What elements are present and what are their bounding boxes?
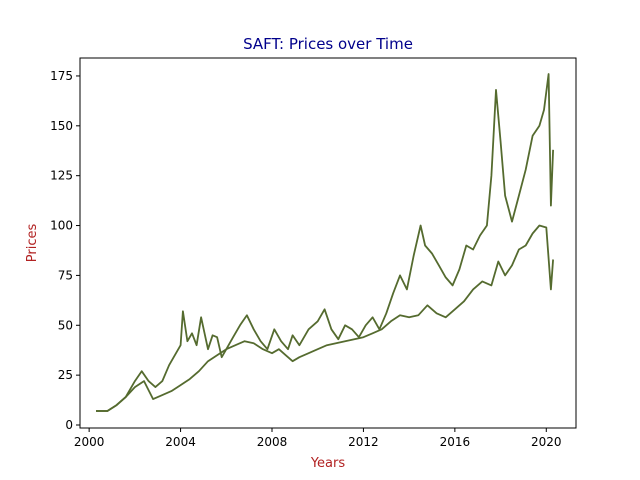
x-axis-label: Years [310, 456, 346, 471]
series-line-2 [96, 224, 554, 412]
y-tick-label: 50 [58, 318, 73, 332]
ticks-layer: 2000 2004 2008 2012 2016 2020 0 25 50 75 100 125 150… [50, 69, 561, 449]
x-tick-label: 2016 [440, 435, 471, 449]
series-layer [96, 73, 554, 412]
y-tick-label: 175 [50, 69, 73, 83]
x-tick-label: 2020 [531, 435, 562, 449]
x-tick-label: 2012 [348, 435, 379, 449]
y-tick-label: 25 [58, 368, 73, 382]
y-tick-label: 0 [65, 418, 73, 432]
y-axis-label: Prices [25, 224, 40, 263]
y-tick-label: 125 [50, 169, 73, 183]
x-tick-label: 2000 [74, 435, 105, 449]
plot-area [80, 58, 576, 428]
x-tick-label: 2008 [257, 435, 288, 449]
x-tick-label: 2004 [165, 435, 196, 449]
y-tick-label: 100 [50, 219, 73, 233]
plot-frame [79, 57, 577, 429]
series-line-1 [96, 73, 554, 412]
chart-title: SAFT: Prices over Time [243, 35, 413, 53]
y-tick-label: 75 [58, 268, 73, 282]
y-tick-label: 150 [50, 119, 73, 133]
